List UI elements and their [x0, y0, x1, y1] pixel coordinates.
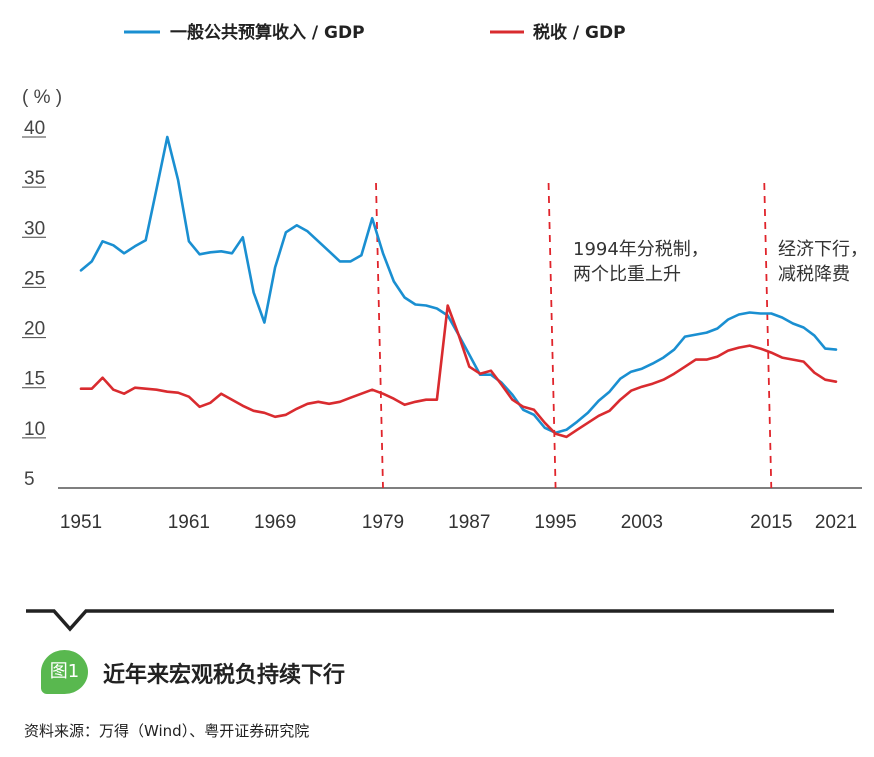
figure-badge: 图1 [41, 650, 88, 694]
y-tick-label: 35 [24, 168, 45, 189]
y-tick-label: 5 [24, 469, 35, 490]
x-tick-label: 1961 [168, 512, 210, 533]
series-line-revenue [79, 135, 838, 435]
reference-line [375, 182, 384, 489]
y-tick-label: 30 [24, 218, 45, 239]
reference-lines [375, 182, 773, 489]
source-note: 资料来源：万得（Wind）、粤开证券研究院 [24, 722, 310, 740]
annotation-text: 1994年分税制， [573, 239, 709, 260]
annotation-text: 两个比重上升 [573, 264, 681, 285]
y-tick-label: 25 [24, 268, 45, 289]
reference-line [547, 182, 557, 489]
y-tick-label: 10 [24, 419, 45, 440]
series-line-tax [79, 304, 838, 439]
caption-divider [26, 609, 834, 632]
annotation-text: 经济下行， [778, 239, 868, 260]
x-tick-label: 1979 [362, 512, 404, 533]
reference-line [763, 182, 773, 489]
figure-title: 近年来宏观税负持续下行 [103, 663, 346, 688]
x-tick-label: 2015 [750, 512, 792, 533]
x-tick-label: 1995 [534, 512, 576, 533]
y-tick-label: 20 [24, 319, 45, 340]
x-tick-label: 2021 [815, 512, 857, 533]
y-tick-label: 40 [24, 118, 45, 139]
chart-annotations: 1994年分税制， 两个比重上升 经济下行， 减税降费 [573, 239, 868, 285]
y-tick-label: 15 [24, 369, 45, 390]
legend-label-tax: 税收 / GDP [533, 22, 626, 43]
divider-line-with-notch [26, 609, 834, 632]
chart-series [79, 135, 838, 439]
x-axis-ticks: 1951 1961 1969 1979 1987 1995 2003 2015 2021 [60, 512, 857, 533]
x-tick-label: 1969 [254, 512, 296, 533]
x-tick-label: 1987 [448, 512, 490, 533]
x-tick-label: 2003 [621, 512, 663, 533]
x-tick-label: 1951 [60, 512, 102, 533]
legend-label-revenue: 一般公共预算收入 / GDP [170, 22, 365, 43]
y-axis-ticks: 40 35 30 25 20 15 10 5 [22, 118, 46, 490]
annotation-text: 减税降费 [778, 264, 850, 285]
line-chart: 一般公共预算收入 / GDP 税收 / GDP ( % ) 40 35 30 25 20… [22, 22, 868, 533]
chart-legend: 一般公共预算收入 / GDP 税收 / GDP [124, 22, 626, 43]
y-axis-unit-label: ( % ) [22, 87, 62, 108]
